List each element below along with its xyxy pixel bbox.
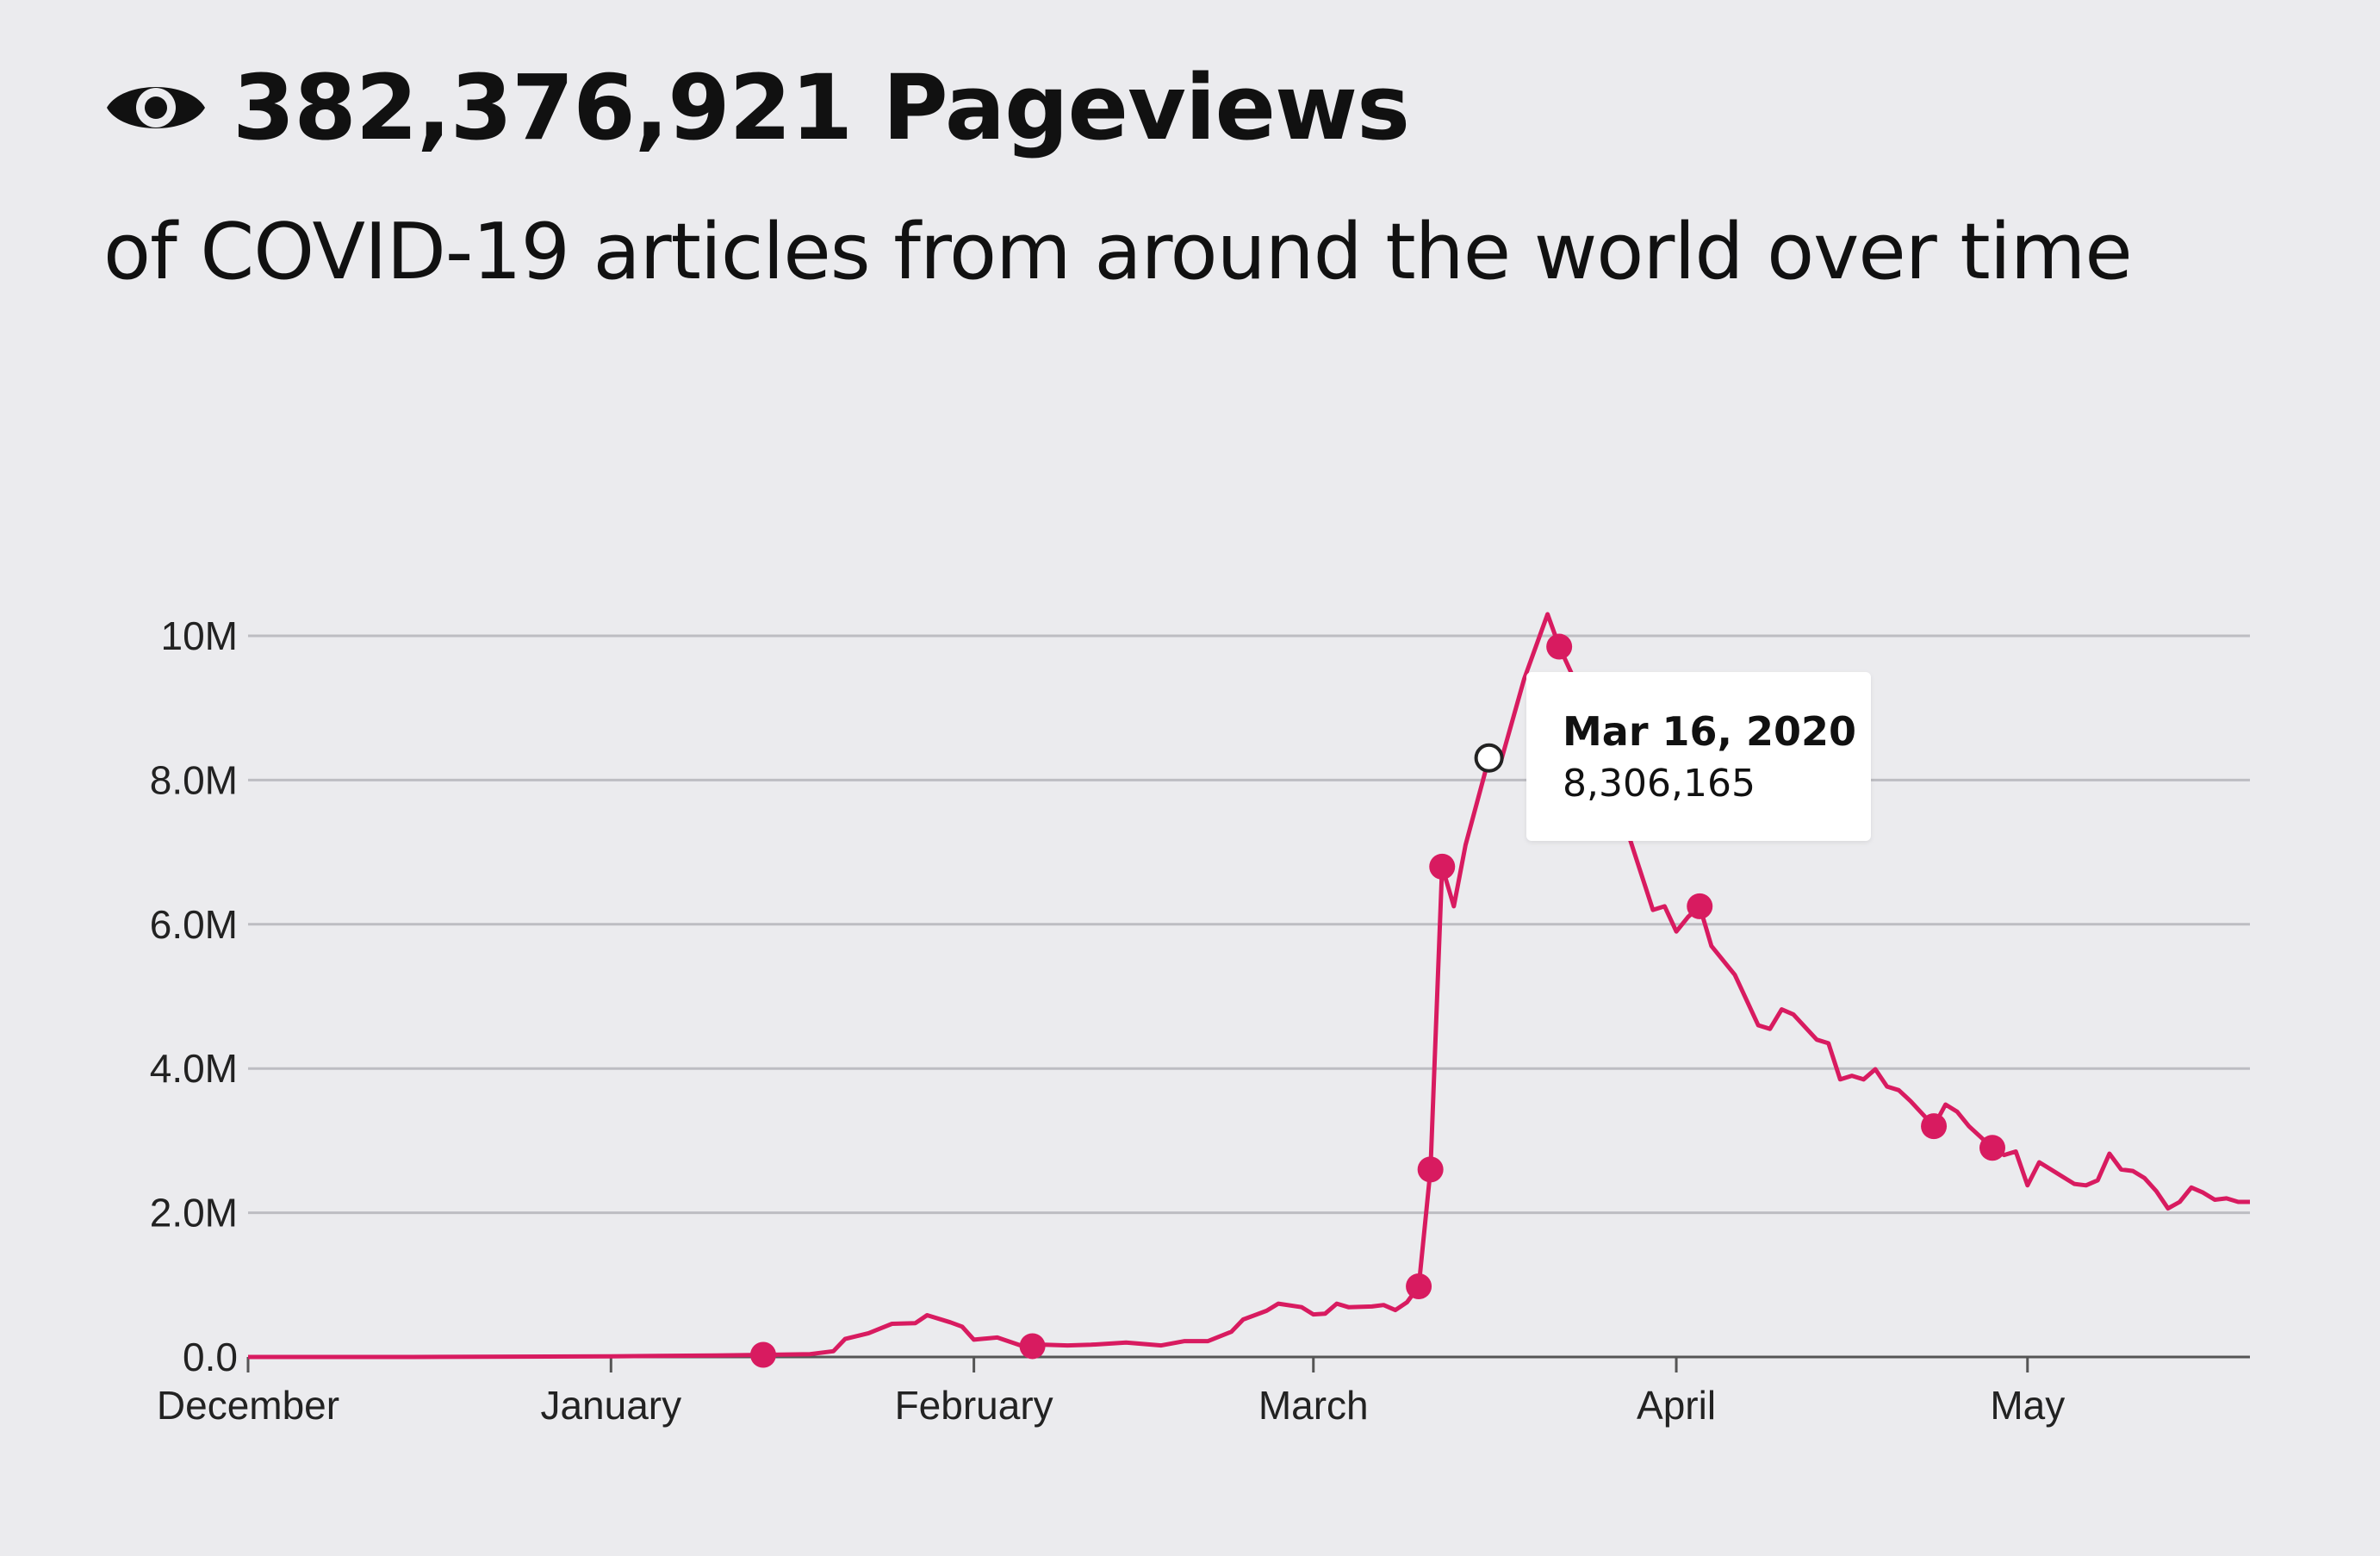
grid-lines: [248, 634, 2250, 1215]
page-title: 382,376,921 Pageviews: [233, 55, 1410, 160]
page-subtitle: of COVID-19 articles from around the wor…: [103, 207, 2133, 297]
series-line: [248, 612, 2250, 1360]
y-tick-label: 6.0M: [150, 902, 238, 947]
data-point-marker: [1429, 853, 1456, 880]
x-tick-label: February: [895, 1383, 1053, 1428]
series-layer: [248, 612, 2250, 1360]
tooltip-date: Mar 16, 2020: [1563, 708, 1857, 755]
tooltip-value: 8,306,165: [1563, 762, 1755, 806]
y-tick-label: 10M: [161, 613, 238, 658]
marker-layer: [749, 633, 2006, 1368]
y-tick-label: 8.0M: [150, 757, 238, 802]
eye-icon: [107, 87, 205, 128]
highlight-layer: [1474, 743, 1504, 773]
highlight-point: [1474, 743, 1504, 773]
y-tick-label: 4.0M: [150, 1046, 238, 1091]
data-point-marker: [749, 1341, 776, 1368]
x-axis: December January February March April May: [157, 1355, 2250, 1428]
data-point-marker: [1687, 893, 1713, 919]
y-tick-label: 0.0: [183, 1335, 238, 1379]
data-point-marker: [1546, 633, 1573, 660]
y-axis-ticks: 0.0 2.0M 4.0M 6.0M 8.0M 10M: [150, 613, 238, 1379]
x-tick-label: December: [157, 1383, 339, 1428]
y-tick-label: 2.0M: [150, 1191, 238, 1235]
x-tick-label: March: [1258, 1383, 1369, 1428]
data-point-marker: [1406, 1273, 1432, 1299]
tooltip: Mar 16, 2020 8,306,165: [1526, 672, 1871, 841]
title-row: 382,376,921 Pageviews: [103, 34, 1410, 181]
x-tick-label: May: [1990, 1383, 2065, 1428]
header: 382,376,921 Pageviews: [103, 34, 1410, 181]
data-point-marker: [1019, 1333, 1046, 1360]
data-point-marker: [1417, 1156, 1444, 1183]
data-point-marker: [1979, 1135, 2006, 1161]
x-tick-label: January: [540, 1383, 681, 1428]
x-tick-label: April: [1637, 1383, 1716, 1428]
data-point-marker: [1921, 1113, 1948, 1140]
